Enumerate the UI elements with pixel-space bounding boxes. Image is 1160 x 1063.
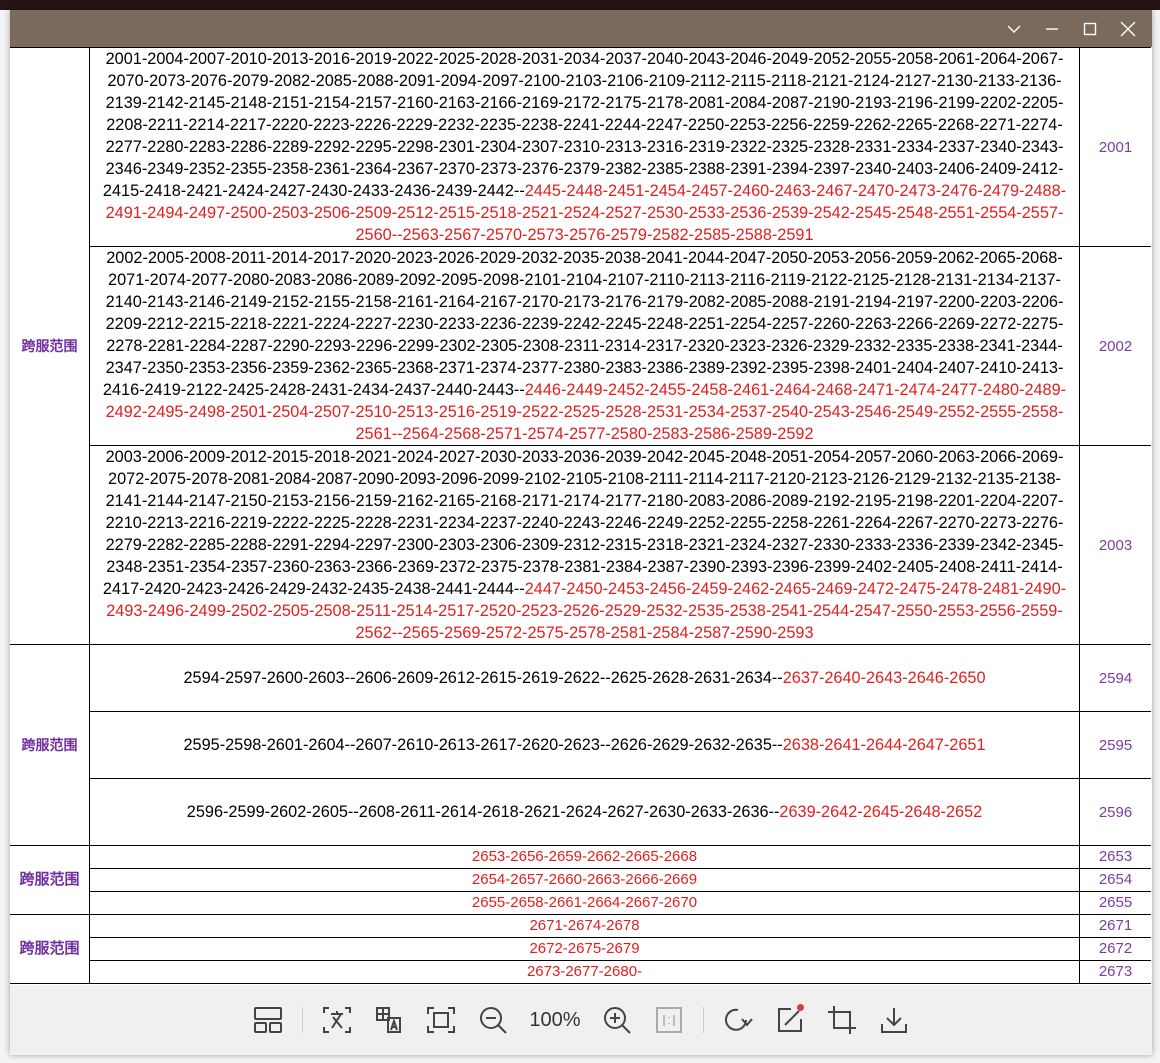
actual-size-icon[interactable]: [647, 998, 691, 1042]
toolbar-divider: [702, 1007, 704, 1033]
server-id-cell: 2594: [1079, 644, 1151, 712]
server-list-red: 2445-2448-2451-2454-2457-2460-2463-2467-…: [105, 182, 1067, 244]
server-list-black: 2595-2598-2601-2604--2607-2610-2613-2617…: [183, 736, 783, 754]
group-label: 跨服范围: [10, 644, 90, 846]
server-id-cell: 2002: [1079, 246, 1151, 446]
server-id-cell: 2671: [1079, 914, 1151, 938]
server-list-red: 2639-2642-2645-2648-2652: [779, 803, 983, 821]
server-id-cell: 2673: [1079, 960, 1151, 984]
server-list-red: 2672-2675-2679: [529, 940, 640, 957]
fit-screen-icon[interactable]: [419, 998, 463, 1042]
server-list-black: 2002-2005-2008-2011-2014-2017-2020-2023-…: [102, 249, 1064, 399]
server-id-cell: 2001: [1079, 47, 1151, 247]
minimize-button[interactable]: [1033, 10, 1071, 47]
edit-icon[interactable]: [768, 998, 812, 1042]
table-row: 跨服范围 2653-2656-2659-2662-2665-2668 2653: [10, 845, 1151, 915]
server-list-black: 2594-2597-2600-2603--2606-2609-2612-2615…: [183, 669, 783, 687]
server-list-cell: 2671-2674-2678: [89, 914, 1080, 938]
server-list-cell: 2002-2005-2008-2011-2014-2017-2020-2023-…: [89, 246, 1080, 446]
title-bar: [10, 10, 1152, 47]
server-list-cell: 2596-2599-2602-2605--2608-2611-2614-2618…: [89, 778, 1080, 846]
table-row: 跨服范围 2594-2597-2600-2603--2606-2609-2612-…: [10, 644, 1151, 846]
table-row: 2596-2599-2602-2605--2608-2611-2614-2618…: [10, 778, 1151, 846]
chevron-down-icon[interactable]: [995, 10, 1033, 47]
server-id-cell: 2655: [1079, 891, 1151, 915]
server-list-red: 2638-2641-2644-2647-2651: [782, 736, 986, 754]
server-id-cell: 2653: [1079, 845, 1151, 869]
ocr-text-icon[interactable]: [315, 998, 359, 1042]
server-list-cell: 2594-2597-2600-2603--2606-2609-2612-2615…: [89, 644, 1080, 712]
server-list-red: 2637-2640-2643-2646-2650: [782, 669, 986, 687]
rotate-icon[interactable]: [716, 998, 760, 1042]
group-label: 跨服范围: [10, 845, 90, 915]
server-list-cell: 2654-2657-2660-2663-2666-2669: [89, 868, 1080, 892]
translate-icon[interactable]: [367, 998, 411, 1042]
layout-icon[interactable]: [246, 998, 290, 1042]
server-id-cell: 2596: [1079, 778, 1151, 846]
table-row: 2655-2658-2661-2664-2667-2670 2655: [10, 891, 1151, 915]
server-id-cell: 2595: [1079, 711, 1151, 779]
maximize-button[interactable]: [1071, 10, 1109, 47]
table-row: 2673-2677-2680- 2673: [10, 960, 1151, 984]
crop-icon[interactable]: [820, 998, 864, 1042]
server-id-cell: 2003: [1079, 445, 1151, 645]
server-list-cell: 2655-2658-2661-2664-2667-2670: [89, 891, 1080, 915]
group-label: 跨服范围: [10, 914, 90, 984]
close-button[interactable]: [1109, 10, 1147, 47]
server-list-cell: 2672-2675-2679: [89, 937, 1080, 961]
group-label: 跨服范围: [10, 47, 90, 645]
server-list-red: 2653-2656-2659-2662-2665-2668: [471, 848, 698, 865]
table-row: 2003-2006-2009-2012-2015-2018-2021-2024-…: [10, 445, 1151, 645]
server-list-black: 2001-2004-2007-2010-2013-2016-2019-2022-…: [102, 50, 1064, 200]
server-list-red: 2655-2658-2661-2664-2667-2670: [471, 894, 698, 911]
server-list-cell: 2673-2677-2680-: [89, 960, 1080, 984]
table-row: 2595-2598-2601-2604--2607-2610-2613-2617…: [10, 711, 1151, 779]
viewer-toolbar: 100%: [10, 985, 1152, 1055]
desktop-background: [0, 0, 1160, 10]
server-id-cell: 2672: [1079, 937, 1151, 961]
server-list-red: 2673-2677-2680-: [526, 963, 643, 980]
table-row: 2002-2005-2008-2011-2014-2017-2020-2023-…: [10, 246, 1151, 446]
server-list-cell: 2003-2006-2009-2012-2015-2018-2021-2024-…: [89, 445, 1080, 645]
server-list-red: 2671-2674-2678: [529, 917, 640, 934]
zoom-in-icon[interactable]: [595, 998, 639, 1042]
table-row: 2654-2657-2660-2663-2666-2669 2654: [10, 868, 1151, 892]
server-list-cell: 2001-2004-2007-2010-2013-2016-2019-2022-…: [89, 47, 1080, 247]
server-list-black: 2003-2006-2009-2012-2015-2018-2021-2024-…: [102, 448, 1064, 598]
server-list-cell: 2653-2656-2659-2662-2665-2668: [89, 845, 1080, 869]
table-row: 跨服范围 2671-2674-2678 2671: [10, 914, 1151, 984]
server-list-cell: 2595-2598-2601-2604--2607-2610-2613-2617…: [89, 711, 1080, 779]
download-icon[interactable]: [872, 998, 916, 1042]
server-list-red: 2654-2657-2660-2663-2666-2669: [471, 871, 698, 888]
zoom-level: 100%: [529, 1008, 581, 1031]
server-list-black: 2596-2599-2602-2605--2608-2611-2614-2618…: [186, 803, 780, 821]
server-id-cell: 2654: [1079, 868, 1151, 892]
table-row: 跨服范围 2001-2004-2007-2010-2013-2016-2019-2…: [10, 47, 1151, 645]
server-range-table: 跨服范围 2001-2004-2007-2010-2013-2016-2019-2…: [10, 47, 1151, 984]
server-list-red: 2446-2449-2452-2455-2458-2461-2464-2468-…: [105, 381, 1067, 443]
server-list-red: 2447-2450-2453-2456-2459-2462-2465-2469-…: [106, 580, 1067, 642]
zoom-out-icon[interactable]: [471, 998, 515, 1042]
image-content: 跨服范围 2001-2004-2007-2010-2013-2016-2019-2…: [10, 47, 1152, 985]
toolbar-divider: [302, 1007, 304, 1033]
notification-dot: [796, 1004, 804, 1011]
image-viewer-window: 跨服范围 2001-2004-2007-2010-2013-2016-2019-2…: [10, 10, 1152, 1055]
table-row: 2672-2675-2679 2672: [10, 937, 1151, 961]
